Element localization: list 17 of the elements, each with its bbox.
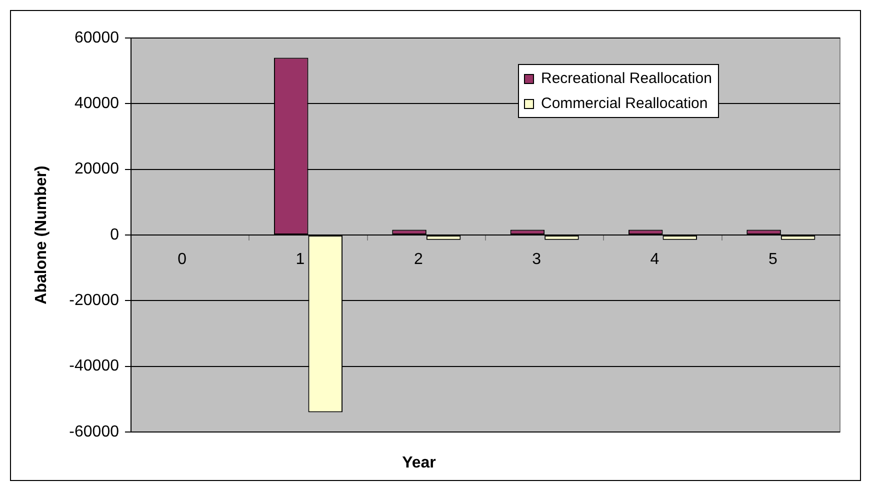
x-tick-label: 4 <box>650 251 660 268</box>
x-tick-label: 0 <box>178 251 187 268</box>
y-tick-label: -20000 <box>69 292 120 310</box>
legend-label: Commercial Reallocation <box>541 95 708 112</box>
x-tick-label: 5 <box>768 251 778 268</box>
x-tick-label: 3 <box>532 251 542 268</box>
y-axis-title: Abalone (Number) <box>33 166 50 304</box>
x-axis-title: Year <box>402 454 436 472</box>
y-tick-label: -60000 <box>69 423 120 440</box>
x-tick-label: 2 <box>414 251 423 268</box>
y-tick-label: 0 <box>110 226 120 244</box>
legend-label: Recreational Reallocation <box>541 70 712 87</box>
y-tick-label: 60000 <box>74 29 120 46</box>
y-tick-label: 40000 <box>74 95 120 112</box>
x-tick-label: 1 <box>296 251 305 268</box>
y-tick-label: 20000 <box>74 160 120 178</box>
y-tick-label: -40000 <box>69 358 120 375</box>
